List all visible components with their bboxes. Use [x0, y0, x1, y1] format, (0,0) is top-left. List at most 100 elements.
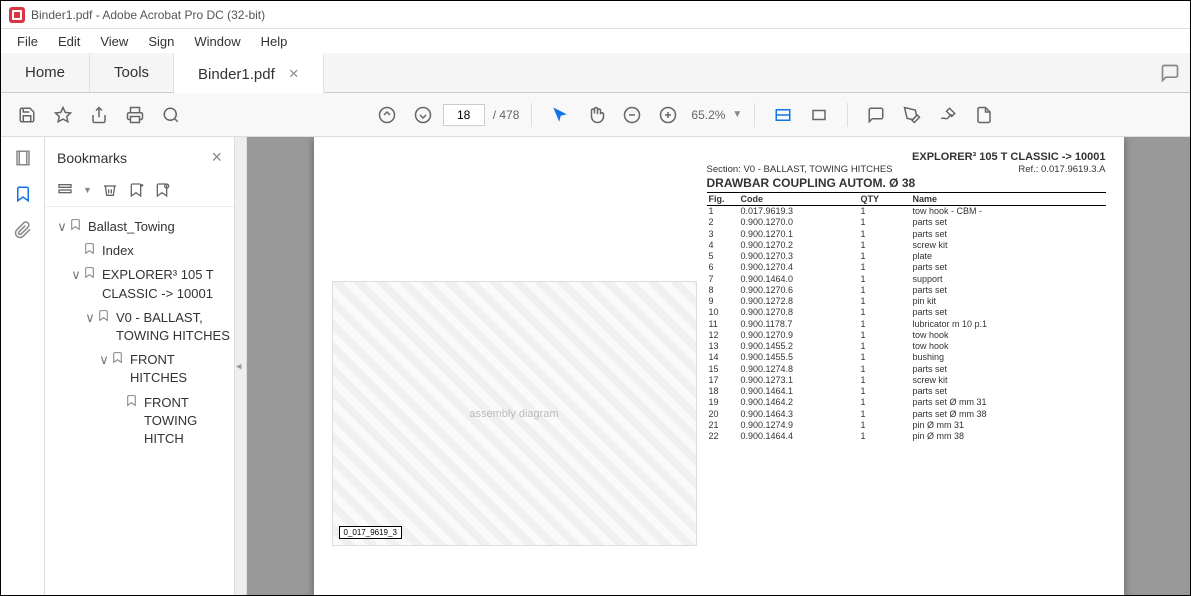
- sign-icon[interactable]: [932, 99, 964, 131]
- ref-label: Ref.: 0.017.9619.3.A: [1018, 164, 1105, 175]
- bookmark-label: FRONT HITCHES: [130, 351, 230, 387]
- menu-view[interactable]: View: [90, 31, 138, 52]
- bookmark-icon: [83, 242, 99, 255]
- print-icon[interactable]: [119, 99, 151, 131]
- close-panel-icon[interactable]: ×: [211, 147, 222, 168]
- tab-document[interactable]: Binder1.pdf ×: [174, 53, 324, 93]
- bookmark-label: Ballast_Towing: [88, 218, 175, 236]
- bookmarks-title: Bookmarks: [57, 150, 127, 166]
- table-row: 220.900.1464.41pin Ø mm 38: [707, 431, 1106, 442]
- title-bar: Binder1.pdf - Adobe Acrobat Pro DC (32-b…: [1, 1, 1190, 29]
- attachments-icon[interactable]: [14, 221, 32, 239]
- twisty-icon[interactable]: ∨: [69, 266, 83, 284]
- table-row: 60.900.1270.41parts set: [707, 262, 1106, 273]
- section-label: Section: V0 - BALLAST, TOWING HITCHES: [707, 164, 893, 175]
- bookmarks-icon[interactable]: [14, 185, 32, 203]
- bookmark-label: Index: [102, 242, 134, 260]
- bm-options-icon[interactable]: [57, 182, 73, 198]
- table-row: 10.017.9619.31tow hook - CBM -: [707, 206, 1106, 218]
- tab-tools[interactable]: Tools: [90, 53, 174, 92]
- bookmarks-toolbar: ▼: [45, 178, 234, 207]
- bookmark-icon: [83, 266, 99, 279]
- tab-document-label: Binder1.pdf: [198, 66, 275, 83]
- fit-width-icon[interactable]: [767, 99, 799, 131]
- table-row: 210.900.1274.91pin Ø mm 31: [707, 420, 1106, 431]
- acrobat-icon: [9, 7, 25, 23]
- page-total: / 478: [493, 108, 520, 122]
- menu-window[interactable]: Window: [184, 31, 250, 52]
- parts-table: Fig.CodeQTYName 10.017.9619.31tow hook -…: [707, 192, 1106, 442]
- table-row: 90.900.1272.81pin kit: [707, 296, 1106, 307]
- bookmark-item[interactable]: Index: [49, 239, 230, 263]
- zoom-in-icon[interactable]: [652, 99, 684, 131]
- zoom-out-icon[interactable]: [616, 99, 648, 131]
- bookmark-label: EXPLORER³ 105 T CLASSIC -> 10001: [102, 266, 230, 302]
- col-header: Code: [739, 193, 859, 206]
- star-icon[interactable]: [47, 99, 79, 131]
- menu-help[interactable]: Help: [251, 31, 298, 52]
- col-header: Fig.: [707, 193, 739, 206]
- bookmarks-panel: Bookmarks × ▼ ∨ Ballast_Towing Index ∨ EXPLO…: [45, 137, 235, 595]
- page-up-icon[interactable]: [371, 99, 403, 131]
- bookmark-icon: [111, 351, 127, 364]
- col-header: QTY: [859, 193, 911, 206]
- select-tool-icon[interactable]: [544, 99, 576, 131]
- page-number-input[interactable]: [443, 104, 485, 126]
- comment-icon[interactable]: [860, 99, 892, 131]
- bookmark-item[interactable]: ∨ Ballast_Towing: [49, 215, 230, 239]
- tab-home[interactable]: Home: [1, 53, 90, 92]
- bookmark-item[interactable]: FRONT TOWING HITCH: [49, 391, 230, 452]
- tab-close-icon[interactable]: ×: [289, 64, 299, 84]
- bookmark-item[interactable]: ∨V0 - BALLAST, TOWING HITCHES: [49, 306, 230, 348]
- menu-sign[interactable]: Sign: [138, 31, 184, 52]
- table-row: 30.900.1270.11parts set: [707, 229, 1106, 240]
- bm-delete-icon[interactable]: [102, 182, 118, 198]
- bm-find-icon[interactable]: [154, 182, 170, 198]
- twisty-icon[interactable]: ∨: [97, 351, 111, 369]
- tab-home-label: Home: [25, 64, 65, 81]
- chat-icon[interactable]: [1150, 53, 1190, 92]
- table-row: 140.900.1455.51bushing: [707, 352, 1106, 363]
- page-heading: DRAWBAR COUPLING AUTOM. Ø 38: [707, 176, 1106, 190]
- hand-tool-icon[interactable]: [580, 99, 612, 131]
- table-row: 70.900.1464.01support: [707, 274, 1106, 285]
- save-icon[interactable]: [11, 99, 43, 131]
- thumbnails-icon[interactable]: [14, 149, 32, 167]
- bm-options-dropdown-icon[interactable]: ▼: [83, 185, 92, 195]
- table-row: 80.900.1270.61parts set: [707, 285, 1106, 296]
- table-row: 150.900.1274.81parts set: [707, 364, 1106, 375]
- window-title: Binder1.pdf - Adobe Acrobat Pro DC (32-b…: [31, 8, 265, 22]
- twisty-icon[interactable]: ∨: [83, 309, 97, 327]
- exploded-diagram: assembly diagram: [332, 281, 697, 546]
- zoom-value: 65.2%: [691, 108, 725, 122]
- menu-bar: File Edit View Sign Window Help: [1, 29, 1190, 53]
- twisty-icon[interactable]: ∨: [55, 218, 69, 236]
- table-row: 50.900.1270.31plate: [707, 251, 1106, 262]
- highlight-icon[interactable]: [896, 99, 928, 131]
- menu-edit[interactable]: Edit: [48, 31, 90, 52]
- bookmark-icon: [69, 218, 85, 231]
- pdf-page: assembly diagram EXPLORER³ 105 T CLASSIC…: [314, 137, 1124, 595]
- splitter[interactable]: [235, 137, 247, 595]
- col-header: Name: [911, 193, 1106, 206]
- zoom-dropdown-icon[interactable]: ▼: [732, 109, 742, 120]
- bookmark-item[interactable]: ∨ FRONT HITCHES: [49, 348, 230, 390]
- bookmark-item[interactable]: ∨ EXPLORER³ 105 T CLASSIC -> 10001: [49, 263, 230, 305]
- table-row: 20.900.1270.01parts set: [707, 217, 1106, 228]
- table-row: 170.900.1273.11screw kit: [707, 375, 1106, 386]
- bookmark-label: FRONT TOWING HITCH: [144, 394, 230, 449]
- bm-new-icon[interactable]: [128, 182, 144, 198]
- stamp-icon[interactable]: [968, 99, 1000, 131]
- bookmark-icon: [125, 394, 141, 407]
- table-row: 120.900.1270.91tow hook: [707, 330, 1106, 341]
- toolbar: / 478 65.2% ▼: [1, 93, 1190, 137]
- page-down-icon[interactable]: [407, 99, 439, 131]
- document-view[interactable]: assembly diagram EXPLORER³ 105 T CLASSIC…: [247, 137, 1190, 595]
- tab-tools-label: Tools: [114, 64, 149, 81]
- table-row: 180.900.1464.11parts set: [707, 386, 1106, 397]
- menu-file[interactable]: File: [7, 31, 48, 52]
- share-icon[interactable]: [83, 99, 115, 131]
- fit-page-icon[interactable]: [803, 99, 835, 131]
- model-heading: EXPLORER³ 105 T CLASSIC -> 10001: [707, 151, 1106, 163]
- find-icon[interactable]: [155, 99, 187, 131]
